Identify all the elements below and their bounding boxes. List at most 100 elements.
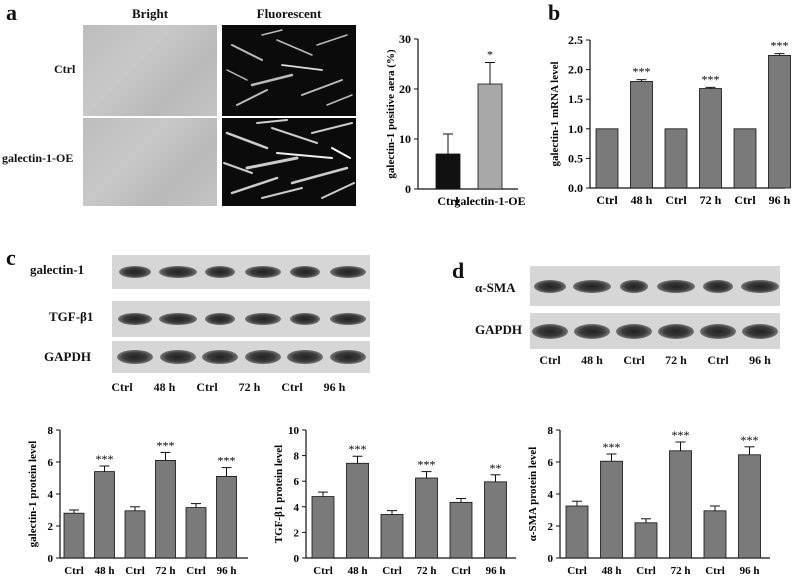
bright-column-header: Bright	[131, 6, 169, 21]
blot-band	[244, 313, 281, 325]
blot-band	[205, 266, 235, 278]
bar	[346, 462, 369, 559]
x-tick-label: 72 h	[156, 565, 176, 577]
y-tick-label: 6	[48, 457, 54, 469]
x-tick-label: 96 h	[486, 565, 506, 577]
lane-label: 72 h	[238, 380, 261, 394]
significance-marker: ***	[771, 39, 789, 53]
y-tick-label: 4	[48, 489, 54, 501]
significance-marker: ***	[702, 72, 720, 86]
blot-band	[741, 279, 779, 293]
lane-label: Ctrl	[196, 380, 218, 394]
y-tick-label: 1.0	[568, 122, 583, 136]
blot-label-gapdh-c: GAPDH	[44, 349, 91, 364]
x-tick-label: 48 h	[631, 193, 653, 207]
significance-marker: ***	[157, 438, 175, 452]
y-tick-label: 8	[548, 425, 554, 437]
blot-band	[117, 350, 153, 364]
blot-band	[657, 279, 695, 293]
chart-b-mrna-level: 0.0 0.5 1.0 1.5 2.0 2.5 galectin-1 mRNA level C…	[549, 33, 791, 207]
x-tick-label: Ctrl	[64, 565, 84, 577]
significance-marker: *	[487, 48, 493, 62]
x-tick-label: 48 h	[602, 565, 622, 577]
x-tick-label: Ctrl	[451, 565, 471, 577]
lane-label: Ctrl	[111, 380, 133, 394]
bar	[630, 81, 653, 189]
blot-band	[290, 313, 320, 325]
x-tick-label: 48 h	[95, 565, 115, 577]
y-tick-label: 4	[548, 489, 554, 501]
bar	[477, 83, 503, 190]
significance-marker: ***	[349, 442, 367, 456]
y-tick-label: 10	[399, 132, 411, 146]
x-tick-label: Ctrl	[734, 193, 756, 207]
fluorescent-cells-ctrl	[226, 29, 353, 106]
significance-marker: ***	[218, 454, 236, 468]
y-axis-title: galectin-1 protein level	[27, 441, 39, 548]
blot-tgf-b1	[112, 301, 370, 337]
blot-band	[118, 313, 152, 325]
y-tick-label: 1.5	[568, 92, 583, 106]
x-tick-label: Ctrl	[636, 565, 656, 577]
y-tick-label: 6	[294, 476, 300, 488]
blot-label-a-sma: α-SMA	[475, 280, 516, 295]
significance-marker: ***	[672, 428, 690, 442]
significance-marker: ***	[603, 440, 621, 454]
micrograph-bright-ctrl	[83, 25, 217, 116]
bar	[768, 54, 791, 189]
bar	[449, 501, 473, 559]
blot-band	[202, 350, 238, 364]
y-tick-label: 0	[405, 182, 411, 196]
blot-band	[700, 323, 736, 339]
blot-band	[329, 313, 366, 325]
y-tick-label: 8	[294, 451, 300, 463]
micrograph-fluorescent-ctrl	[222, 25, 356, 116]
bar	[733, 128, 757, 189]
c1_gal-plot: 0 2 4 6 8 galectin-1 protein level Ctrl *** 48 h…	[27, 425, 248, 577]
bar	[634, 522, 658, 559]
y-axis-title: TGF-β1 protein level	[273, 445, 285, 543]
lane-label: 48 h	[153, 380, 176, 394]
lane-label: 72 h	[665, 353, 687, 367]
lane-label: Ctrl	[539, 353, 561, 367]
fluorescent-column-header: Fluorescent	[256, 6, 322, 21]
significance-marker: ***	[633, 65, 651, 79]
lane-labels-c: Ctrl 48 h Ctrl 72 h Ctrl 96 h	[111, 380, 370, 398]
blot-band	[329, 266, 366, 278]
fluorescent-cells-oe	[223, 119, 355, 199]
x-tick-label: Ctrl	[567, 565, 587, 577]
lane-label: 48 h	[581, 353, 603, 367]
blot-band	[158, 313, 197, 325]
x-tick-label: Ctrl	[705, 565, 725, 577]
y-tick-label: 0	[294, 553, 300, 565]
blot-band	[287, 350, 323, 364]
bar	[311, 496, 335, 559]
bar	[669, 450, 692, 559]
y-tick-label: 2	[294, 527, 300, 539]
significance-marker: ***	[418, 458, 436, 472]
row-label-ctrl: Ctrl	[54, 62, 76, 76]
row-label-galectin-oe: galectin-1-OE	[2, 151, 74, 165]
bar	[595, 128, 619, 189]
y-tick-label: 2.0	[568, 63, 583, 77]
y-tick-label: 10	[288, 425, 300, 437]
blot-band	[616, 323, 652, 339]
x-tick-label: Ctrl	[313, 565, 333, 577]
y-tick-label: 20	[399, 82, 411, 96]
micrograph-fluorescent-oe	[222, 118, 356, 206]
significance-marker: **	[490, 461, 502, 475]
blot-band	[703, 279, 733, 293]
y-axis-title: galectin-1 positive aera (%)	[385, 49, 397, 179]
blot-band	[742, 323, 778, 339]
x-tick-label: 72 h	[700, 193, 722, 207]
x-tick-label: Ctrl	[186, 565, 206, 577]
blot-band	[119, 266, 151, 278]
b_mrna-plot: 0.0 0.5 1.0 1.5 2.0 2.5 galectin-1 mRNA level C…	[549, 33, 791, 207]
x-tick-label: 96 h	[217, 565, 237, 577]
y-tick-label: 30	[399, 32, 411, 46]
y-tick-label: 0.5	[568, 151, 583, 165]
